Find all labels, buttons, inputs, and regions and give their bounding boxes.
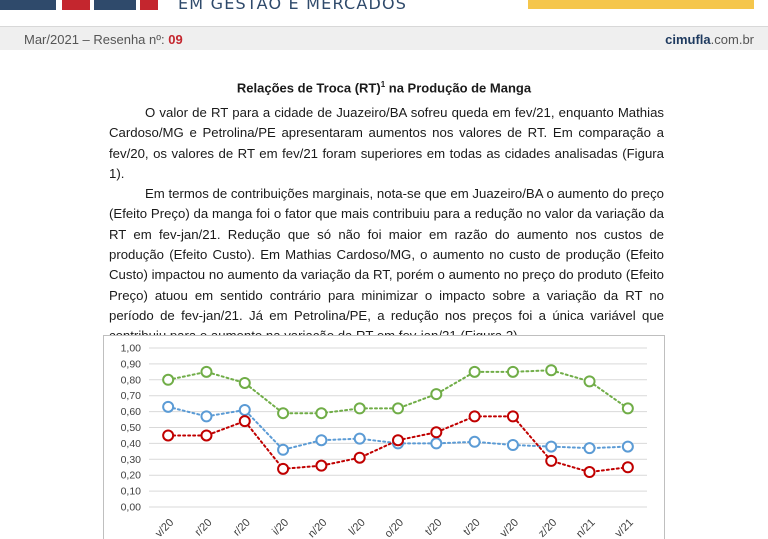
data-point: [430, 437, 443, 450]
site-link[interactable]: cimufla.com.br: [665, 32, 754, 47]
data-point: [392, 434, 404, 447]
y-tick-label: 0,20: [121, 470, 142, 482]
y-tick-label: 0,10: [121, 486, 142, 498]
article-body: O valor de RT para a cidade de Juazeiro/…: [109, 103, 664, 347]
data-point: [506, 438, 519, 451]
x-tick-label: t/20: [423, 517, 444, 538]
data-point: [468, 410, 481, 423]
x-tick-label: r/20: [231, 517, 253, 539]
article-title: Relações de Troca (RT)1 na Produção de M…: [0, 80, 768, 95]
data-point: [545, 454, 558, 467]
site-suffix: .com.br: [710, 32, 754, 47]
site-brand: cimufla: [665, 32, 711, 47]
data-point: [277, 443, 290, 456]
x-tick-label: n/20: [306, 517, 330, 539]
y-tick-label: 0,40: [121, 438, 142, 450]
header-accent-box: [528, 0, 754, 9]
x-tick-label: z/20: [536, 517, 559, 539]
data-point: [277, 462, 290, 475]
logo-mark: [0, 0, 56, 10]
data-point: [430, 388, 443, 401]
data-point: [315, 407, 328, 420]
x-tick-label: v/20: [153, 517, 176, 539]
data-point: [315, 459, 328, 472]
x-tick-label: t/20: [461, 517, 482, 538]
data-point: [162, 400, 175, 413]
data-point: [506, 410, 519, 423]
y-tick-label: 0,30: [121, 454, 142, 466]
title-footnote-mark: 1: [380, 80, 386, 89]
paragraph: O valor de RT para a cidade de Juazeiro/…: [109, 105, 664, 181]
x-tick-label: o/20: [382, 517, 406, 539]
y-tick-label: 0,00: [121, 502, 142, 514]
data-point: [583, 442, 596, 455]
data-point: [315, 434, 328, 447]
x-tick-label: v/21: [613, 517, 636, 539]
y-tick-label: 0,60: [121, 406, 142, 418]
data-point: [200, 365, 213, 378]
title-main: Relações de Troca (RT): [236, 80, 381, 96]
issue-prefix: Mar/2021 – Resenha nº:: [24, 32, 169, 47]
x-tick-label: l/20: [347, 517, 368, 538]
logo-mark: [62, 0, 90, 10]
line-chart: 0,00 0,10 0,20 0,30 0,40 0,50 0,60 0,70 0,80 0,90…: [121, 343, 647, 539]
paragraph: Em termos de contribuições marginais, no…: [109, 186, 664, 343]
data-point: [468, 435, 481, 448]
data-point: [162, 373, 175, 386]
x-tick-label: i/20: [270, 517, 291, 538]
data-point: [392, 402, 404, 415]
data-point: [621, 402, 634, 415]
data-point: [621, 461, 634, 474]
data-point: [583, 375, 596, 388]
logo-mark: [94, 0, 136, 10]
logo-mark: [140, 0, 158, 10]
data-point: [468, 365, 481, 378]
brand-tagline: EM GESTÃO E MERCADOS: [178, 0, 408, 13]
x-tick-label: n/21: [574, 517, 598, 539]
data-point: [583, 466, 596, 479]
y-tick-label: 0,70: [121, 390, 142, 402]
brand-bar: EM GESTÃO E MERCADOS: [0, 0, 768, 14]
title-suffix: na Produção de Manga: [385, 80, 532, 96]
figure-chart: 0,00 0,10 0,20 0,30 0,40 0,50 0,60 0,70 0,80 0,90…: [103, 335, 665, 539]
data-point: [353, 432, 366, 445]
data-point: [238, 376, 251, 389]
issue-header: Mar/2021 – Resenha nº: 09 cimufla.com.br: [0, 26, 768, 50]
data-point: [238, 404, 251, 417]
data-point: [545, 364, 558, 377]
data-point: [430, 426, 443, 439]
y-tick-label: 1,00: [121, 343, 142, 355]
issue-number: 09: [168, 32, 183, 47]
data-point: [506, 365, 519, 378]
x-tick-label: v/20: [498, 517, 521, 539]
data-point: [200, 429, 213, 442]
data-point: [545, 440, 558, 453]
y-tick-label: 0,50: [121, 422, 142, 434]
data-point: [621, 440, 634, 453]
y-tick-label: 0,80: [121, 374, 142, 386]
data-point: [162, 429, 175, 442]
data-point: [238, 415, 251, 428]
data-point: [353, 451, 366, 464]
issue-info: Mar/2021 – Resenha nº: 09: [24, 32, 183, 47]
data-point: [277, 407, 290, 420]
data-point: [353, 402, 366, 415]
x-tick-label: r/20: [193, 517, 215, 539]
y-tick-label: 0,90: [121, 358, 142, 370]
data-point: [200, 410, 213, 423]
